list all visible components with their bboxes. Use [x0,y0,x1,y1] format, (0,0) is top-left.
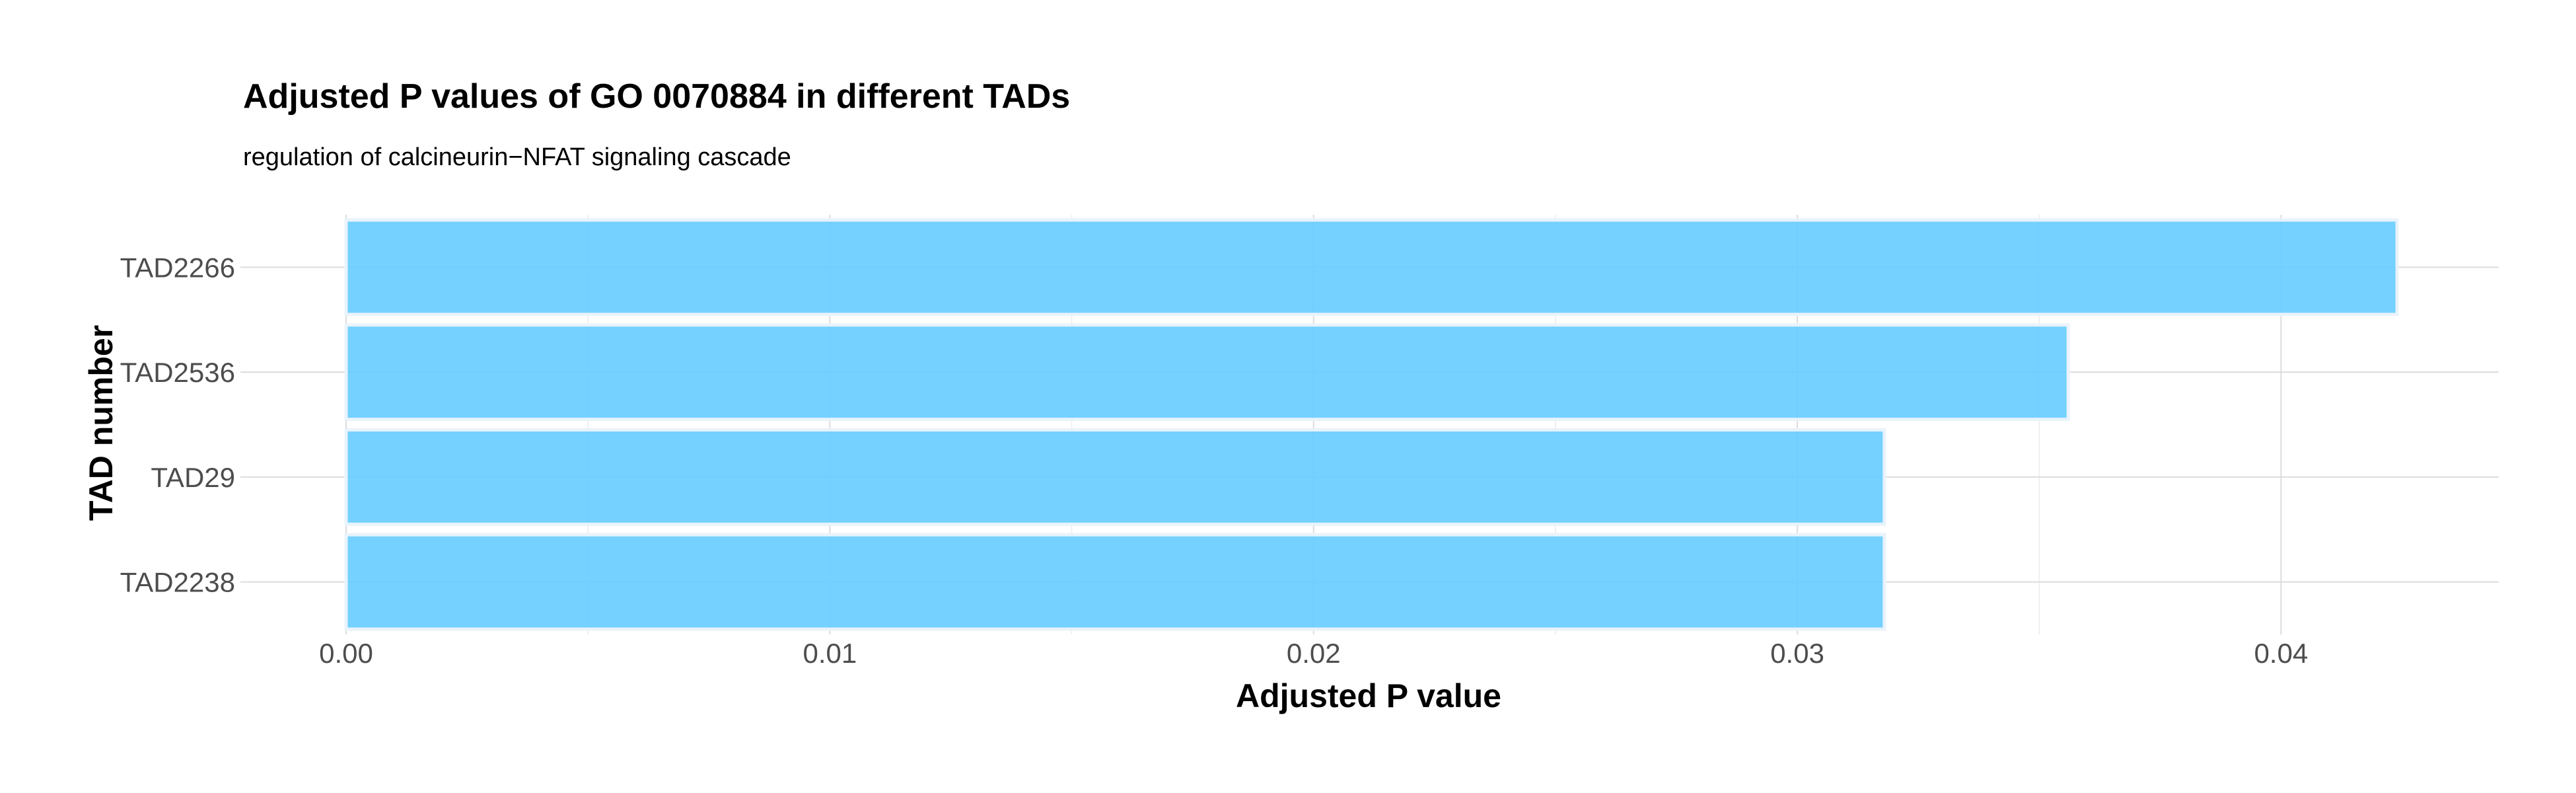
x-tick-label: 0.00 [319,638,373,669]
y-axis-title: TAD number [83,325,120,521]
x-axis-title: Adjusted P value [1236,677,1501,714]
bar-tad2238 [344,533,1886,631]
x-tick-label: 0.04 [2254,638,2308,669]
x-tick-label: 0.01 [803,638,857,669]
y-tick-label: TAD2238 [120,567,235,598]
x-tick-label: 0.02 [1287,638,1341,669]
bar-tad2266 [344,218,2399,317]
bar-tad2536 [344,323,2070,422]
y-tick-labels: TAD2266 TAD2536 TAD29 TAD2238 [120,252,235,597]
bars [344,218,2399,631]
chart-subtitle: regulation of calcineurin−NFAT signaling… [243,143,791,171]
y-tick-label: TAD2266 [120,252,235,283]
y-tick-label: TAD2536 [120,357,235,388]
chart-title: Adjusted P values of GO 0070884 in diffe… [243,77,1070,116]
x-tick-label: 0.03 [1770,638,1824,669]
x-tick-labels: 0.00 0.01 0.02 0.03 0.04 [319,638,2308,669]
bar-tad29 [344,428,1886,526]
y-tick-label: TAD29 [151,462,235,493]
